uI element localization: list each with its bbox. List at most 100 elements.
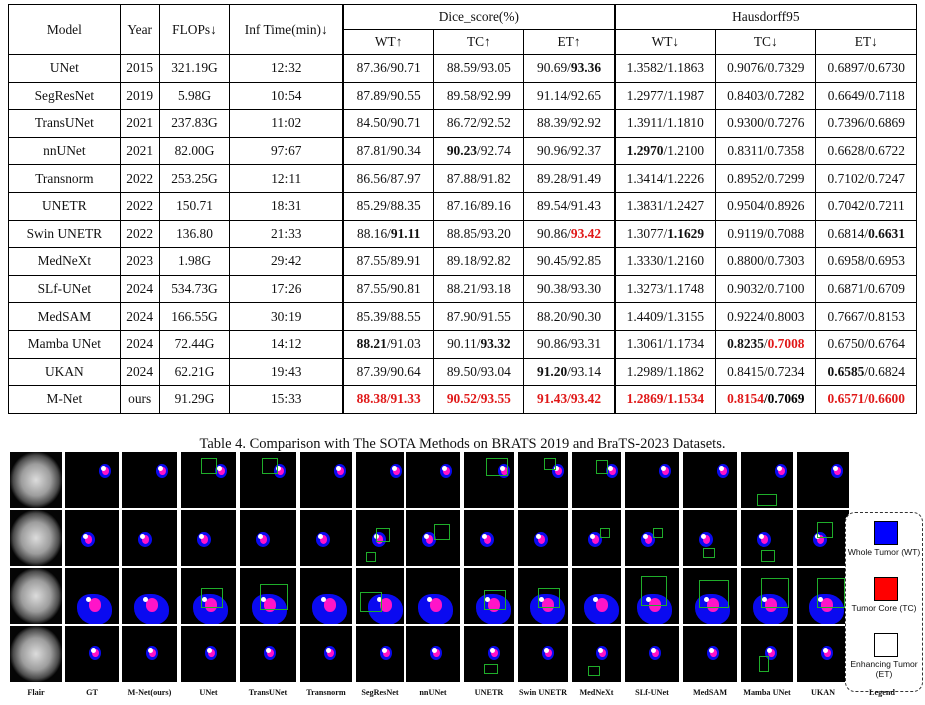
flops-cell: 166.55G — [158, 302, 231, 331]
segmentation-map-image — [572, 452, 621, 508]
hd-tc-cell: 0.8311/0.7358 — [715, 136, 817, 166]
cell-value-part: 0.6871/0.6709 — [827, 281, 905, 297]
cell-value-part: 91.43/93.42 — [537, 391, 602, 407]
segmentation-map-image — [240, 510, 296, 566]
hd-wt-cell: 1.2970/1.2100 — [613, 136, 717, 166]
figure-column-label: MedSAM — [692, 688, 728, 697]
error-highlight-box — [641, 576, 667, 606]
enhancing-tumor-region — [762, 597, 768, 603]
hd-tc-cell: 0.9119/0.7088 — [715, 219, 817, 249]
figure-column-label: Mamba UNet — [743, 688, 791, 697]
dice-tc-cell: 87.88/91.82 — [433, 164, 525, 193]
tumor-core-region — [259, 535, 268, 544]
inf-time-cell: 97:67 — [229, 136, 344, 166]
enhancing-tumor-region — [818, 597, 824, 603]
table-row: SegResNet 2019 5.98G 10:54 87.89/90.55 89.58/… — [8, 81, 917, 111]
hd-et-cell: 0.6897/0.6730 — [815, 54, 917, 83]
header-hausdorff-group: Hausdorff95 — [613, 4, 917, 30]
tumor-core-region — [337, 466, 344, 476]
cell-value-part: 87.55/89.91 — [356, 253, 421, 269]
cell-value-part: 90.86/93.31 — [537, 336, 602, 352]
segmentation-map-image — [518, 510, 568, 566]
dice-et-cell: 88.39/92.92 — [523, 109, 616, 138]
segmentation-map-image — [683, 510, 737, 566]
model-cell: SegResNet — [8, 81, 121, 111]
enhancing-tumor-region — [485, 597, 491, 603]
results-table: Model Year FLOPs↓ Inf Time(min)↓ Dice_sc… — [8, 4, 917, 414]
flops-cell: 72.44G — [158, 329, 231, 359]
cell-value-part: 90.23 — [446, 143, 477, 159]
cell-value-part: 93.42 — [570, 225, 602, 241]
segmentation-map-image — [356, 452, 404, 508]
segmentation-map-image — [625, 452, 679, 508]
header-model: Model — [8, 4, 121, 55]
enhancing-tumor-region — [553, 466, 559, 472]
legend-title: Legend — [869, 688, 895, 697]
tumor-core-region — [84, 535, 93, 544]
flair-mri-image — [10, 452, 62, 508]
model-cell: nnUNet — [8, 136, 121, 166]
enhancing-tumor-region — [90, 648, 96, 654]
tumor-core-region — [208, 648, 215, 658]
tumor-core-region — [834, 466, 841, 476]
hd-tc-cell: 0.8415/0.7234 — [715, 357, 817, 387]
hd-wt-cell: 1.2869/1.1534 — [613, 385, 717, 414]
inf-time-cell: 10:54 — [229, 81, 344, 111]
dice-wt-cell: 87.55/90.81 — [342, 274, 435, 304]
cell-value-part: 89.58/92.99 — [446, 87, 511, 103]
figure-column-label: UNETR — [474, 688, 504, 697]
segmentation-map-image — [122, 626, 177, 682]
cell-value-part: 1.3414/1.2226 — [626, 170, 705, 186]
cell-value-part: 1.3911/1.1810 — [626, 115, 704, 131]
legend-wt-label: Whole Tumor (WT) — [847, 547, 921, 557]
enhancing-tumor-region — [377, 597, 383, 603]
cell-value-part: 87.16/89.16 — [446, 198, 511, 214]
cell-value-part: 0.8415/0.7234 — [727, 363, 805, 379]
cell-value-part: 0.6585 — [827, 363, 865, 379]
flops-cell: 150.71 — [158, 191, 231, 221]
hd-wt-cell: 1.3582/1.1863 — [613, 54, 717, 83]
inf-time-cell: 15:33 — [229, 385, 344, 414]
cell-value-part: 0.6571/0.6600 — [827, 391, 905, 407]
tumor-core-region — [323, 598, 336, 612]
cell-value-part: 0.7008 — [767, 336, 805, 352]
segmentation-map-image — [464, 626, 514, 682]
figure-column-label: nnUNet — [419, 688, 447, 697]
hd-et-cell: 0.6571/0.6600 — [815, 385, 917, 414]
cell-value-part: 88.21 — [356, 336, 387, 352]
segmentation-map-image — [464, 568, 514, 624]
hd-tc-cell: 0.8952/0.7299 — [715, 164, 817, 193]
enhancing-tumor-region — [441, 466, 447, 472]
cell-value-part: 87.88/91.82 — [446, 170, 511, 186]
enhancing-tumor-region — [536, 534, 542, 540]
cell-value-part: / — [763, 336, 768, 352]
tumor-core-region — [327, 648, 334, 658]
tumor-core-region — [591, 535, 600, 544]
error-highlight-box — [376, 528, 390, 542]
hd-et-cell: 0.6649/0.7118 — [815, 81, 917, 111]
cell-value-part: /93.14 — [567, 363, 602, 379]
segmentation-map-image — [741, 452, 793, 508]
hd-tc-cell: 0.9032/0.7100 — [715, 274, 817, 304]
year-cell: 2022 — [119, 219, 160, 249]
enhancing-tumor-region — [646, 597, 652, 603]
hd-tc-cell: 0.8154/0.7069 — [715, 385, 817, 414]
tumor-core-region — [702, 535, 711, 544]
enhancing-tumor-region — [100, 466, 106, 472]
tumor-core-region — [537, 535, 546, 544]
hd-wt-cell: 1.3273/1.1748 — [613, 274, 717, 304]
error-highlight-box — [703, 548, 715, 558]
hd-wt-cell: 1.3911/1.1810 — [613, 109, 717, 138]
segmentation-map-image — [683, 626, 737, 682]
enhancing-tumor-region — [265, 648, 271, 654]
tumor-core-region — [764, 598, 777, 612]
tumor-core-region — [491, 648, 498, 658]
cell-value-part: 0.9224/0.8003 — [727, 308, 805, 324]
enhancing-tumor-region — [199, 534, 205, 540]
segmentation-map-image — [518, 452, 568, 508]
tumor-core-region — [483, 535, 492, 544]
dice-et-cell: 91.14/92.65 — [523, 81, 616, 111]
dice-tc-cell: 89.18/92.82 — [433, 247, 525, 276]
error-highlight-box — [262, 458, 278, 474]
segmentation-map-image — [240, 568, 296, 624]
